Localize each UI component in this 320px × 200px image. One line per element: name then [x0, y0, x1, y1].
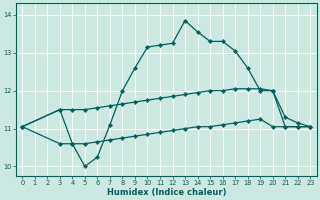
X-axis label: Humidex (Indice chaleur): Humidex (Indice chaleur): [107, 188, 226, 197]
